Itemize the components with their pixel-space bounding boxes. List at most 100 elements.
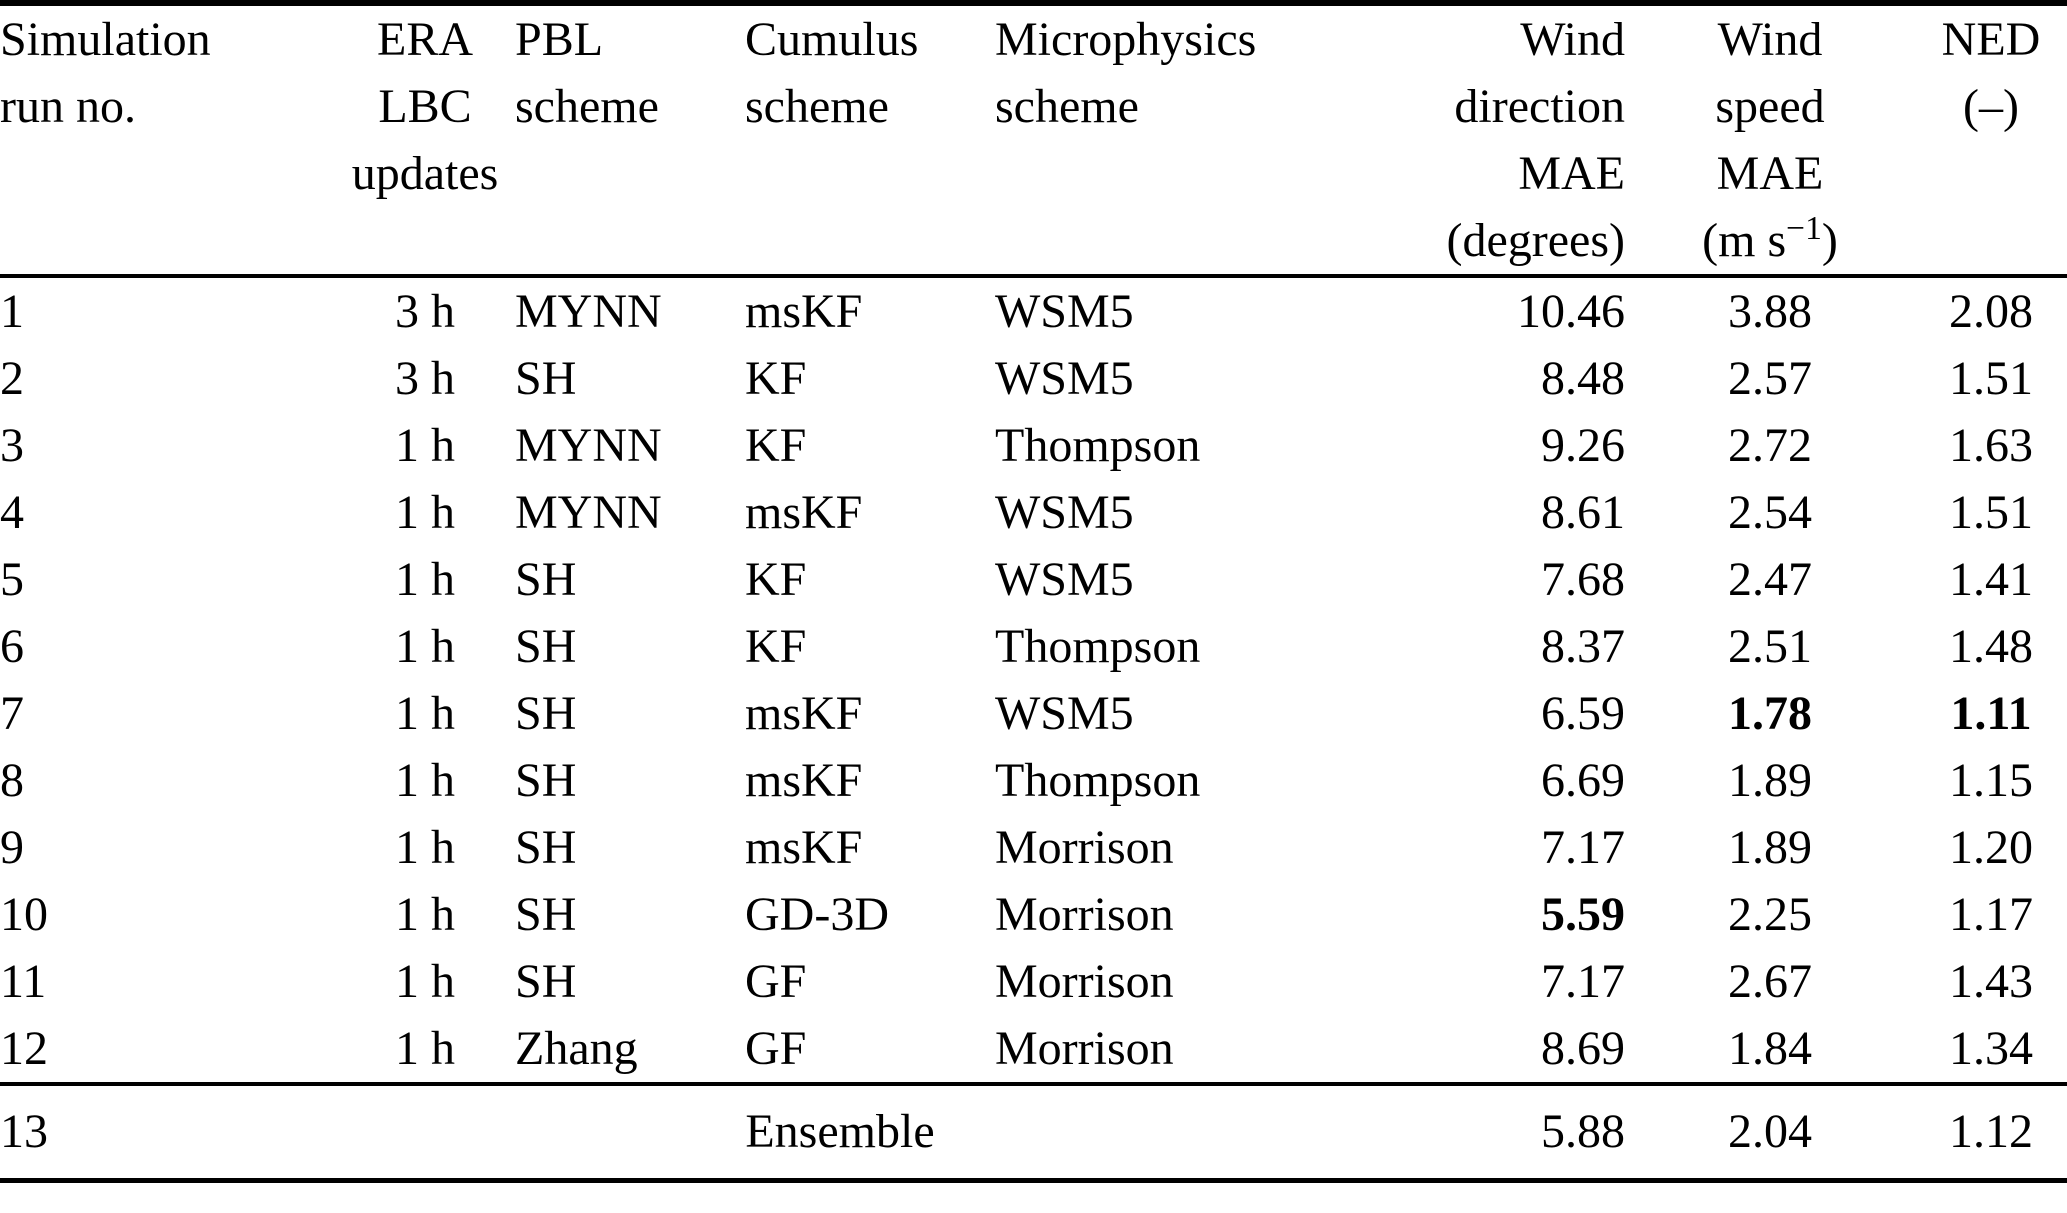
cell-era-lbc: 3 h — [395, 352, 455, 405]
table-row: 1 3 h MYNN msKF WSM5 10.46 3.88 2.08 — [0, 276, 2067, 345]
cell-run-no: 2 — [0, 352, 24, 405]
column-header-wind-direction-mae: Wind direction MAE (degrees) — [1345, 3, 1625, 278]
cell-run-no: 12 — [0, 1022, 48, 1075]
column-header-ned: NED (–) — [1915, 3, 2067, 278]
cell-ned: 1.48 — [1949, 620, 2033, 673]
header-line: Simulation — [0, 13, 211, 66]
cell-pbl-scheme: MYNN — [515, 419, 662, 472]
cell-era-lbc: 1 h — [395, 888, 455, 941]
cell-ned: 2.08 — [1949, 285, 2033, 338]
cell-ned: 1.43 — [1949, 955, 2033, 1008]
cell-microphysics-scheme: Morrison — [995, 888, 1174, 941]
cell-pbl-scheme: SH — [515, 352, 577, 405]
header-line: ERA — [377, 13, 473, 66]
ensemble-row: 13 Ensemble 5.88 2.04 1.12 — [0, 1084, 2067, 1181]
cell-era-lbc: 3 h — [395, 285, 455, 338]
table-row: 10 1 h SH GD-3D Morrison 5.59 2.25 1.17 — [0, 881, 2067, 948]
cell-wind-speed-mae: 2.25 — [1728, 888, 1812, 941]
header-line: speed — [1715, 80, 1825, 133]
cell-wind-speed-mae: 2.51 — [1728, 620, 1812, 673]
cell-wind-direction-mae: 6.69 — [1541, 754, 1625, 807]
cell-ned: 1.51 — [1949, 352, 2033, 405]
column-header-pbl-scheme: PBL scheme — [515, 3, 745, 278]
table-header: Simulation run no. ERA LBC updates PBL s… — [0, 3, 2067, 278]
cell-ned: 1.51 — [1949, 486, 2033, 539]
cell-wind-speed-mae: 1.78 — [1728, 687, 1812, 740]
table-row: 6 1 h SH KF Thompson 8.37 2.51 1.48 — [0, 613, 2067, 680]
cell-wind-speed-mae: 2.72 — [1728, 419, 1812, 472]
header-line: (degrees) — [1446, 214, 1625, 267]
column-header-microphysics-scheme: Microphysics scheme — [995, 3, 1345, 278]
cell-cumulus-scheme: KF — [745, 419, 807, 472]
header-line: scheme — [745, 80, 889, 133]
cell-run-no: 1 — [0, 285, 24, 338]
cell-ned: 1.63 — [1949, 419, 2033, 472]
cell-ned: 1.15 — [1949, 754, 2033, 807]
cell-ned: 1.12 — [1949, 1105, 2033, 1158]
header-line: Microphysics — [995, 13, 1257, 66]
cell-wind-direction-mae: 10.46 — [1517, 285, 1625, 338]
cell-wind-speed-mae: 2.04 — [1728, 1105, 1812, 1158]
cell-cumulus-scheme: KF — [745, 553, 807, 606]
header-line: updates — [351, 147, 499, 200]
header-row: Simulation run no. ERA LBC updates PBL s… — [0, 3, 2067, 278]
cell-wind-direction-mae: 7.17 — [1541, 821, 1625, 874]
cell-run-no: 9 — [0, 821, 24, 874]
cell-pbl-scheme: SH — [515, 553, 577, 606]
cell-run-no: 4 — [0, 486, 24, 539]
cell-wind-direction-mae: 6.59 — [1541, 687, 1625, 740]
cell-wind-direction-mae: 7.17 — [1541, 955, 1625, 1008]
cell-cumulus-scheme: msKF — [745, 486, 863, 539]
cell-wind-speed-mae: 2.54 — [1728, 486, 1812, 539]
header-line: NED — [1941, 13, 2041, 66]
header-line: PBL — [515, 13, 604, 66]
header-line: direction — [1454, 80, 1625, 133]
cell-ned: 1.20 — [1949, 821, 2033, 874]
cell-wind-speed-mae: 1.89 — [1728, 754, 1812, 807]
column-header-simulation-run-no: Simulation run no. — [0, 3, 335, 278]
cell-ned: 1.17 — [1949, 888, 2033, 941]
cell-wind-speed-mae: 1.84 — [1728, 1022, 1812, 1075]
column-header-cumulus-scheme: Cumulus scheme — [745, 3, 995, 278]
cell-wind-direction-mae: 8.69 — [1541, 1022, 1625, 1075]
cell-ned: 1.41 — [1949, 553, 2033, 606]
cell-cumulus-scheme: msKF — [745, 687, 863, 740]
cell-ned: 1.34 — [1949, 1022, 2033, 1075]
cell-microphysics-scheme: WSM5 — [995, 687, 1134, 740]
cell-era-lbc: 1 h — [395, 687, 455, 740]
table-body: 1 3 h MYNN msKF WSM5 10.46 3.88 2.08 2 3… — [0, 276, 2067, 1084]
column-header-wind-speed-mae: Wind speed MAE (m s−1) — [1625, 3, 1915, 278]
cell-microphysics-scheme: Morrison — [995, 821, 1174, 874]
cell-run-no: 8 — [0, 754, 24, 807]
cell-microphysics-scheme: Thompson — [995, 754, 1201, 807]
cell-pbl-scheme: Zhang — [515, 1022, 638, 1075]
cell-ned: 1.11 — [1950, 687, 2032, 740]
cell-wind-direction-mae: 5.88 — [1541, 1105, 1625, 1158]
cell-run-no: 5 — [0, 553, 24, 606]
table-row: 3 1 h MYNN KF Thompson 9.26 2.72 1.63 — [0, 412, 2067, 479]
header-line: MAE — [1518, 147, 1625, 200]
cell-wind-speed-mae: 2.47 — [1728, 553, 1812, 606]
header-line: (–) — [1963, 80, 2019, 133]
header-unit-line: (m s−1) — [1625, 207, 1915, 274]
cell-era-lbc: 1 h — [395, 620, 455, 673]
unit-suffix: ) — [1821, 214, 1838, 267]
cell-microphysics-scheme: WSM5 — [995, 352, 1134, 405]
header-line: Wind — [1717, 13, 1823, 66]
cell-pbl-scheme: MYNN — [515, 486, 662, 539]
unit-prefix: (m s — [1702, 214, 1787, 267]
table-row: 8 1 h SH msKF Thompson 6.69 1.89 1.15 — [0, 747, 2067, 814]
table-row: 9 1 h SH msKF Morrison 7.17 1.89 1.20 — [0, 814, 2067, 881]
cell-wind-direction-mae: 8.61 — [1541, 486, 1625, 539]
unit-superscript: −1 — [1786, 210, 1822, 247]
header-line: MAE — [1716, 147, 1824, 200]
cell-cumulus-scheme: GD-3D — [745, 888, 889, 941]
header-line: scheme — [995, 80, 1139, 133]
cell-era-lbc: 1 h — [395, 486, 455, 539]
cell-ensemble-label: Ensemble — [745, 1105, 935, 1158]
cell-run-no: 10 — [0, 888, 48, 941]
table-row: 12 1 h Zhang GF Morrison 8.69 1.84 1.34 — [0, 1015, 2067, 1084]
cell-run-no: 11 — [0, 955, 47, 1008]
header-line: Wind — [1520, 13, 1625, 66]
cell-cumulus-scheme: msKF — [745, 754, 863, 807]
